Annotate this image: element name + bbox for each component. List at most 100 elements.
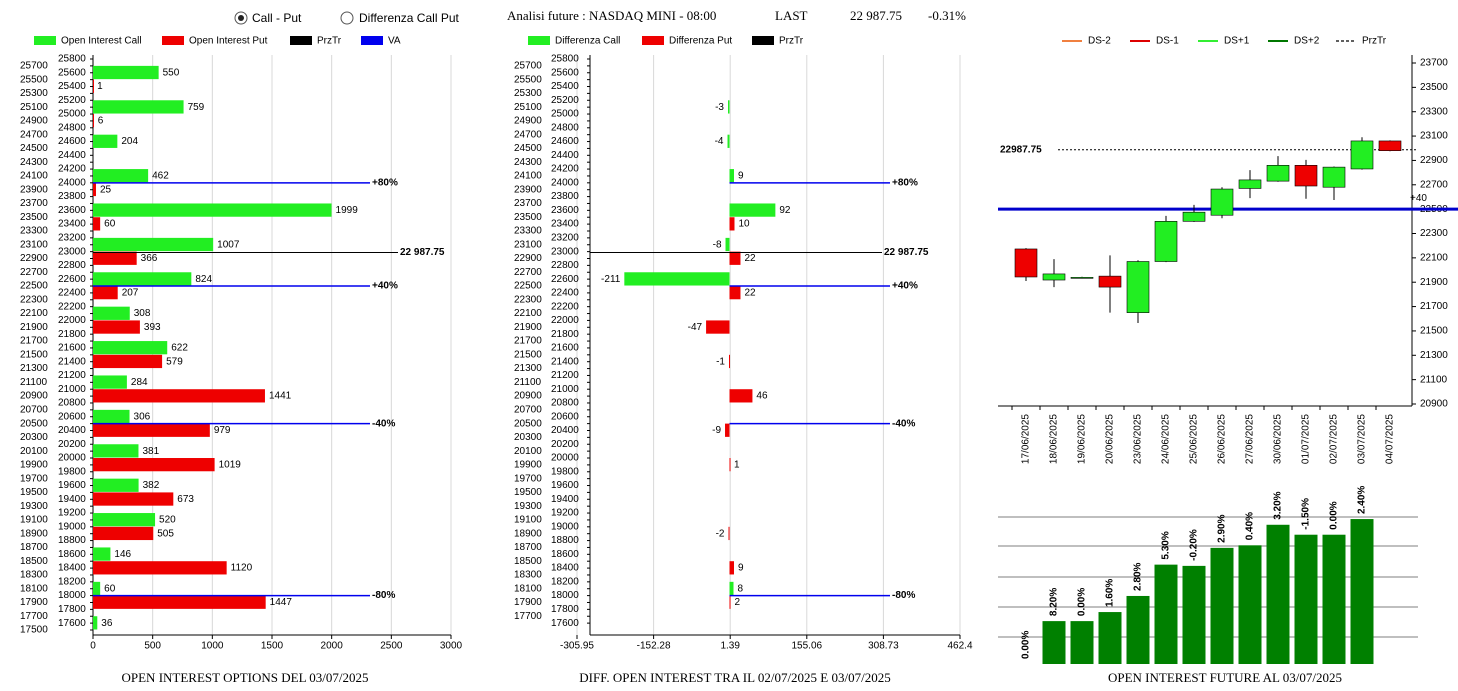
y-tick-label: 19600 <box>551 480 579 491</box>
y-tick-label: 24500 <box>514 143 542 154</box>
bar <box>624 272 730 286</box>
bar <box>93 320 140 334</box>
candle-body <box>1154 221 1178 262</box>
level-label: -40% <box>892 418 915 429</box>
x-tick-label: 308.73 <box>868 641 899 652</box>
bar <box>729 203 776 217</box>
y-tick-label: 22800 <box>58 260 86 271</box>
data-label: -2 <box>716 528 725 539</box>
option[interactable]: Call - Put <box>252 11 302 25</box>
x-tick-label: -305.95 <box>560 641 594 652</box>
bar <box>1042 621 1066 664</box>
data-label: 0.40% <box>1245 512 1256 540</box>
y-tick-label: 18400 <box>551 563 579 574</box>
radio[interactable] <box>340 11 354 25</box>
y-tick-label: 20100 <box>20 446 48 457</box>
y-tick-label: 19400 <box>58 494 86 505</box>
y-tick-label: 24100 <box>20 171 48 182</box>
x-tick-label: 2500 <box>380 641 403 652</box>
y-tick-label: 23800 <box>58 191 86 202</box>
bar <box>93 616 98 630</box>
y-tick-label: 19800 <box>551 466 579 477</box>
y-tick-label: 23700 <box>514 198 542 209</box>
y-tick-label: 21300 <box>20 363 48 374</box>
x-tick-label: 03/07/2025 <box>1357 414 1368 464</box>
y-tick-label: 19000 <box>58 521 86 532</box>
y-tick-label: 18800 <box>551 535 579 546</box>
bar <box>725 423 730 437</box>
legend-swatch <box>34 36 56 45</box>
y-tick-label: 21900 <box>1420 277 1448 288</box>
y-tick-label: 20900 <box>514 391 542 402</box>
y-tick-label: 21200 <box>58 370 86 381</box>
bar <box>1182 565 1206 664</box>
y-tick-label: 23200 <box>58 233 86 244</box>
y-tick-label: 19700 <box>514 473 542 484</box>
data-label: 10 <box>738 219 750 230</box>
y-tick-label: 19000 <box>551 521 579 532</box>
y-tick-label: 25200 <box>58 95 86 106</box>
data-label: 9 <box>738 171 744 182</box>
data-label: 2.90% <box>1217 514 1228 542</box>
y-tick-label: 18600 <box>58 549 86 560</box>
y-tick-label: 20300 <box>20 432 48 443</box>
data-label: 382 <box>143 480 160 491</box>
y-tick-label: 25100 <box>514 102 542 113</box>
data-label: 759 <box>188 102 205 113</box>
y-tick-label: 24900 <box>514 116 542 127</box>
y-tick-label: 23700 <box>1420 58 1448 69</box>
bar <box>93 561 227 575</box>
data-label: 146 <box>114 549 131 560</box>
y-tick-label: 21500 <box>20 349 48 360</box>
y-tick-label: 23500 <box>514 212 542 223</box>
y-tick-label: 21900 <box>20 322 48 333</box>
y-tick-label: 20500 <box>514 418 542 429</box>
y-tick-label: 18300 <box>514 570 542 581</box>
bar <box>93 169 149 183</box>
y-tick-label: 23800 <box>551 191 579 202</box>
y-tick-label: 21400 <box>551 356 579 367</box>
bar <box>93 286 118 300</box>
legend-label: Open Interest Put <box>189 36 268 47</box>
option[interactable]: Differenza Call Put <box>359 11 459 25</box>
data-label: 204 <box>121 136 138 147</box>
y-tick-label: 23100 <box>20 239 48 250</box>
y-tick-label: 19500 <box>514 487 542 498</box>
data-label: -47 <box>688 322 703 333</box>
y-tick-label: 25300 <box>20 88 48 99</box>
level-label: +80% <box>372 177 398 188</box>
y-tick-label: 18700 <box>20 542 48 553</box>
data-label: 1019 <box>219 460 242 471</box>
candle-body <box>1014 248 1038 278</box>
y-tick-label: 22300 <box>20 294 48 305</box>
legend-swatch <box>528 36 550 45</box>
y-tick-label: 23500 <box>20 212 48 223</box>
bar <box>729 354 731 369</box>
chart-title: DIFF. OPEN INTEREST TRA IL 02/07/2025 E … <box>579 670 890 685</box>
y-tick-label: 18900 <box>514 528 542 539</box>
y-tick-label: 18500 <box>514 556 542 567</box>
x-tick-label: 17/06/2025 <box>1021 414 1032 464</box>
data-label: 579 <box>166 356 183 367</box>
y-tick-label: 25400 <box>58 81 86 92</box>
y-tick-label: 22400 <box>551 288 579 299</box>
bar <box>93 595 266 609</box>
y-tick-label: 19300 <box>20 501 48 512</box>
y-tick-label: 23900 <box>514 184 542 195</box>
y-tick-label: 22800 <box>551 260 579 271</box>
bar <box>1266 524 1290 664</box>
legend-label: VA <box>388 36 401 47</box>
data-label: 6 <box>98 116 104 127</box>
bar <box>93 375 127 389</box>
level-label: +40 <box>1410 193 1427 204</box>
x-tick-label: 02/07/2025 <box>1329 414 1340 464</box>
data-label: 0.00% <box>1021 631 1032 659</box>
data-label: 520 <box>159 515 176 526</box>
data-label: 550 <box>163 67 180 78</box>
y-tick-label: 25700 <box>514 61 542 72</box>
y-tick-label: 19800 <box>58 466 86 477</box>
x-tick-label: 25/06/2025 <box>1189 414 1200 464</box>
last: 22 987.75 <box>850 8 902 23</box>
legend-swatch <box>162 36 184 45</box>
data-label: 1007 <box>217 239 240 250</box>
